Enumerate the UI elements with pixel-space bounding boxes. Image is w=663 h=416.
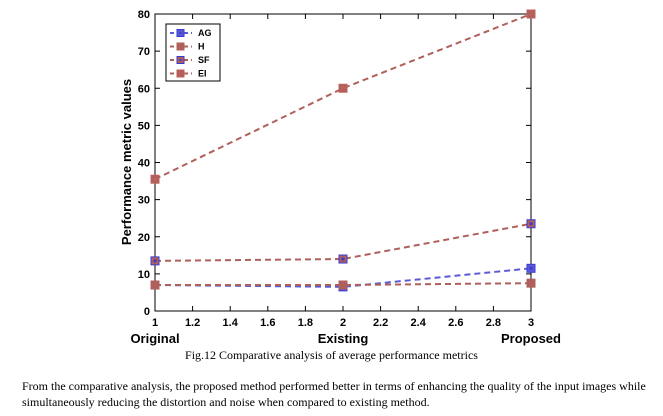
legend-box xyxy=(165,23,221,82)
x-tick-label: 3 xyxy=(528,317,534,329)
x-tick-label: 2.2 xyxy=(373,317,388,329)
category-label: Existing xyxy=(318,331,369,346)
data-point-core xyxy=(153,283,157,287)
y-tick-label: 60 xyxy=(138,83,150,95)
body-paragraph: From the comparative analysis, the propo… xyxy=(22,379,646,409)
legend-label: SF xyxy=(198,55,210,65)
legend-entry-ag: AG xyxy=(170,28,212,38)
legend: AG H SF EI xyxy=(165,23,221,82)
y-tick-label: 50 xyxy=(138,120,150,132)
series-line xyxy=(154,13,532,181)
axes: 0 10 20 30 40 50 60 70 80 1 1.2 1.4 1.6 1.8 2 2.2 2.4 2.6… xyxy=(130,9,561,346)
data-point-core xyxy=(529,222,533,226)
legend-label: EI xyxy=(198,69,207,79)
y-tick-label: 30 xyxy=(138,195,150,207)
series-sf xyxy=(150,219,536,266)
category-label: Proposed xyxy=(501,331,561,346)
y-axis-label: Performance metric values xyxy=(119,79,134,245)
legend-marker-core xyxy=(179,32,182,34)
y-tick-label: 80 xyxy=(138,9,150,21)
line-chart: Performance metric values 0 10 20 30 40 50 60 7… xyxy=(119,9,561,346)
legend-entry-ei: EI xyxy=(170,69,207,79)
y-tick-label: 10 xyxy=(138,269,150,281)
series-line xyxy=(154,222,532,262)
legend-label: H xyxy=(198,42,205,52)
legend-marker-core xyxy=(179,72,182,75)
legend-label: AG xyxy=(198,28,212,38)
series-line xyxy=(155,282,532,287)
legend-entry-sf: SF xyxy=(170,55,210,65)
data-point-core xyxy=(529,281,533,285)
data-point-core xyxy=(153,259,157,263)
data-point-core xyxy=(529,12,533,16)
y-tick-label: 40 xyxy=(138,158,150,170)
y-tick-label: 20 xyxy=(138,232,150,244)
data-point-core xyxy=(341,283,345,287)
x-tick-label: 2.4 xyxy=(411,317,427,329)
data-point-core xyxy=(153,177,157,181)
y-tick-label: 70 xyxy=(138,46,150,58)
series-ei xyxy=(150,9,536,184)
x-tick-label: 1.2 xyxy=(185,317,200,329)
x-tick-label: 2.6 xyxy=(448,317,463,329)
data-point-core xyxy=(341,86,345,90)
series-layer xyxy=(150,9,536,292)
series-h xyxy=(150,278,536,290)
figure-caption: Fig.12 Comparative analysis of average p… xyxy=(185,348,478,362)
x-tick-label: 2.8 xyxy=(486,317,501,329)
legend-marker-core xyxy=(179,59,182,61)
y-tick-label: 0 xyxy=(144,306,150,318)
x-tick-label: 1.8 xyxy=(298,317,313,329)
data-point-core xyxy=(341,257,345,261)
x-tick-label: 1.4 xyxy=(223,317,239,329)
data-point-core xyxy=(529,266,533,270)
legend-entry-h: H xyxy=(170,42,205,52)
legend-marker-core xyxy=(179,45,182,48)
x-tick-label: 2 xyxy=(340,317,346,329)
x-tick-label: 1.6 xyxy=(260,317,275,329)
category-label: Original xyxy=(130,331,179,346)
x-tick-label: 1 xyxy=(152,317,158,329)
